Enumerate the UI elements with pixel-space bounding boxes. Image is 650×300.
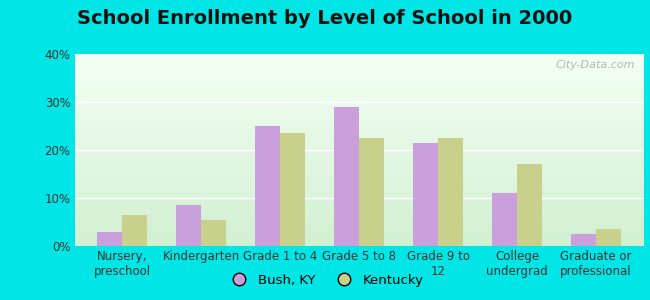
Bar	[201, 220, 226, 246]
Bar	[255, 126, 280, 246]
Bar	[492, 193, 517, 246]
Bar	[334, 107, 359, 246]
Bar	[176, 205, 201, 246]
Bar	[413, 143, 438, 246]
Bar	[359, 138, 384, 246]
Text: City-Data.com: City-Data.com	[556, 60, 635, 70]
Bar	[517, 164, 542, 246]
Bar	[280, 133, 305, 246]
Text: School Enrollment by Level of School in 2000: School Enrollment by Level of School in …	[77, 9, 573, 28]
Legend: Bush, KY, Kentucky: Bush, KY, Kentucky	[221, 268, 429, 292]
Bar	[571, 234, 596, 246]
Bar	[438, 138, 463, 246]
Bar	[596, 229, 621, 246]
Bar	[122, 215, 148, 246]
Bar	[97, 232, 122, 246]
